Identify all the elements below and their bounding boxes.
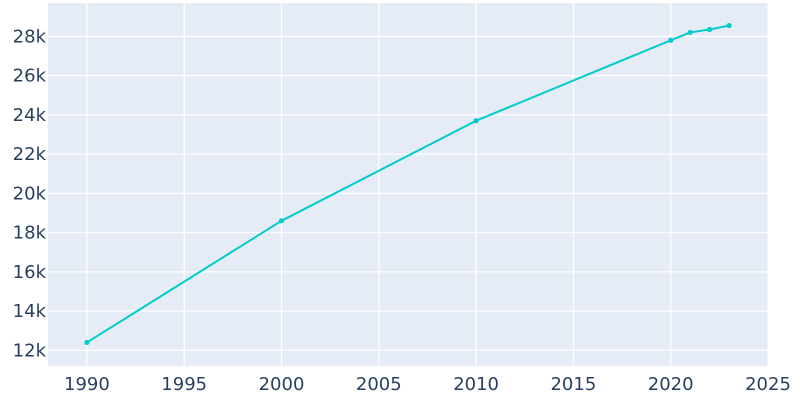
x-tick-label: 1990 <box>64 374 110 395</box>
x-tick-label: 2005 <box>356 374 402 395</box>
x-tick-label: 2010 <box>453 374 499 395</box>
x-tick-label: 2020 <box>648 374 694 395</box>
y-tick-label: 16k <box>13 262 47 283</box>
y-tick-label: 28k <box>13 26 47 47</box>
y-gridlines <box>48 35 768 351</box>
y-tick-label: 26k <box>13 66 47 87</box>
data-point-2021 <box>687 29 693 36</box>
y-tick-label: 20k <box>13 183 47 204</box>
data-point-2010 <box>473 118 479 124</box>
y-tick-label: 18k <box>13 223 47 244</box>
x-gridlines <box>86 3 769 366</box>
data-point-2020 <box>668 37 674 43</box>
y-axis: 12k 14k 16k 18k 20k 22k 24k 26k 28k <box>13 26 47 361</box>
x-tick-label: 2015 <box>550 374 596 395</box>
plot-area <box>48 3 768 366</box>
x-tick-label: 1995 <box>161 374 207 395</box>
data-point-2000 <box>278 218 285 224</box>
x-tick-label: 2025 <box>745 374 791 395</box>
x-tick-label: 2000 <box>259 374 305 395</box>
data-point-2023 <box>726 22 732 29</box>
x-axis: 1990 1995 2000 2005 2010 2015 2020 2025 <box>64 374 791 395</box>
series-layer <box>84 22 732 346</box>
y-tick-label: 14k <box>13 301 47 322</box>
y-tick-label: 22k <box>13 144 47 165</box>
data-point-2022 <box>707 26 713 33</box>
y-tick-label: 24k <box>13 105 47 126</box>
data-point-1990 <box>84 339 90 346</box>
y-tick-label: 12k <box>13 340 47 361</box>
